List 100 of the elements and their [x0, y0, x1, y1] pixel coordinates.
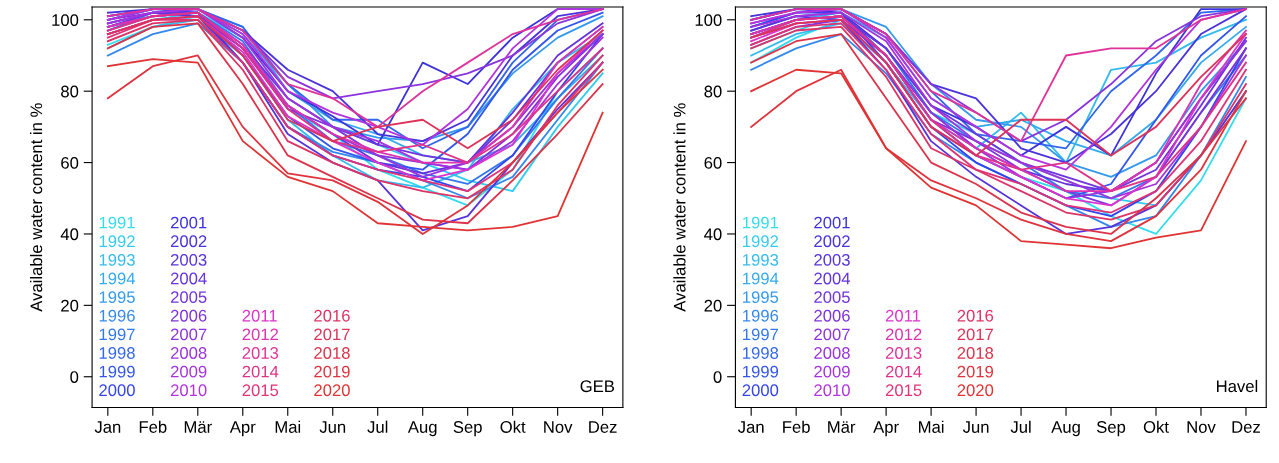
x-tick-label: Jan — [737, 421, 764, 433]
text: 2004 — [814, 272, 851, 285]
x-tick-label: Nov — [1187, 421, 1216, 433]
y-tick-label: 80 — [704, 85, 722, 98]
x-tick-label: Aug — [407, 421, 437, 437]
y-tick-label: 60 — [704, 156, 722, 169]
text: 2013 — [242, 347, 279, 359]
text: 2019 — [314, 365, 350, 378]
x-tick-label: Apr — [229, 421, 256, 437]
text: 2015 — [242, 384, 279, 397]
text: 2001 — [170, 216, 207, 229]
text: 1998 — [99, 347, 135, 359]
text: 2012 — [885, 328, 922, 341]
y-tick-label: 40 — [60, 228, 79, 241]
text: 2015 — [885, 384, 922, 397]
text: 1993 — [743, 253, 779, 266]
x-tick-label: Aug — [1051, 421, 1080, 437]
y-tick-label: 40 — [704, 228, 722, 241]
text: 2010 — [170, 384, 207, 397]
text: 1992 — [743, 235, 779, 248]
text: 1997 — [99, 328, 135, 341]
x-tick-label: Jan — [94, 421, 121, 433]
x-tick-label: Jul — [367, 420, 388, 433]
text: 2014 — [885, 365, 922, 378]
text: 2014 — [242, 365, 279, 378]
text: 2012 — [242, 328, 279, 341]
y-tick-label: 0 — [70, 371, 79, 383]
x-tick-label: Jun — [962, 421, 989, 433]
x-tick-label: Feb — [783, 420, 810, 433]
text: 1996 — [743, 309, 779, 322]
text: 2020 — [314, 384, 350, 397]
text: 2016 — [314, 309, 350, 322]
text: 2006 — [170, 309, 207, 322]
text: 2011 — [242, 309, 277, 322]
x-tick-label: Okt — [500, 420, 526, 433]
y-tick-label: 80 — [61, 85, 79, 98]
text: 1999 — [99, 365, 135, 378]
text: 1995 — [99, 291, 135, 304]
text: 2011 — [885, 309, 921, 322]
text: 2008 — [170, 347, 207, 359]
text: 2002 — [170, 235, 207, 248]
text: 2007 — [814, 328, 850, 341]
text: 2017 — [314, 328, 350, 341]
y-tick-label: 60 — [61, 156, 79, 169]
x-tick-label: Dez — [589, 421, 617, 433]
text: 2007 — [170, 328, 207, 341]
text: 2000 — [99, 384, 135, 397]
x-tick-label: Sep — [453, 421, 482, 437]
y-tick-label: 20 — [61, 299, 79, 312]
y-tick-label: 0 — [713, 371, 722, 383]
text: 1991 — [99, 216, 135, 229]
text: 2005 — [814, 291, 850, 304]
text: 1994 — [99, 272, 136, 285]
x-tick-label: Mär — [828, 421, 856, 433]
annotation: GEB — [580, 380, 615, 393]
annotation: Havel — [1217, 379, 1258, 393]
text: 1993 — [99, 253, 135, 266]
y-tick-label: 100 — [52, 14, 79, 26]
y-axis-title: Available water content in % — [673, 103, 686, 312]
text: 2018 — [314, 347, 350, 359]
text: 2006 — [814, 309, 850, 322]
text: 2004 — [170, 272, 207, 285]
text: 2010 — [814, 384, 850, 397]
text: 2003 — [814, 253, 850, 266]
text: 2001 — [814, 216, 850, 229]
text: 2009 — [170, 365, 207, 378]
text: 1999 — [743, 365, 779, 378]
y-tick-label: 20 — [704, 299, 722, 312]
y-axis-title: Available water content in % — [30, 103, 43, 312]
text: 2017 — [957, 328, 993, 341]
text: 2019 — [957, 365, 994, 378]
text: 2009 — [814, 365, 850, 378]
x-tick-label: Dez — [1232, 421, 1260, 433]
text: 1995 — [743, 291, 779, 304]
x-tick-label: Jul — [1010, 420, 1031, 433]
text: 1998 — [743, 347, 779, 359]
text: 2008 — [814, 347, 850, 359]
text: 2020 — [957, 384, 994, 397]
x-tick-label: Mai — [275, 420, 301, 433]
text: 1992 — [99, 235, 135, 248]
text: 2002 — [814, 235, 850, 248]
text: 2016 — [957, 309, 994, 322]
text: 1997 — [743, 328, 779, 341]
y-tick-label: 100 — [695, 14, 722, 26]
text: 2000 — [742, 384, 779, 397]
x-tick-label: Nov — [544, 421, 573, 433]
text: 2013 — [885, 347, 922, 359]
text: 1991 — [743, 216, 779, 229]
x-tick-label: Feb — [139, 420, 167, 433]
x-tick-label: Mär — [184, 421, 212, 433]
text: 2018 — [957, 347, 994, 359]
x-tick-label: Mai — [919, 420, 944, 433]
x-tick-label: Apr — [873, 421, 899, 437]
x-tick-label: Sep — [1096, 421, 1126, 437]
text: 1994 — [743, 272, 779, 285]
text: 2003 — [170, 253, 207, 266]
x-tick-label: Okt — [1143, 420, 1169, 433]
text: 2005 — [170, 291, 207, 304]
x-tick-label: Jun — [319, 421, 346, 433]
text: 1996 — [99, 309, 135, 322]
